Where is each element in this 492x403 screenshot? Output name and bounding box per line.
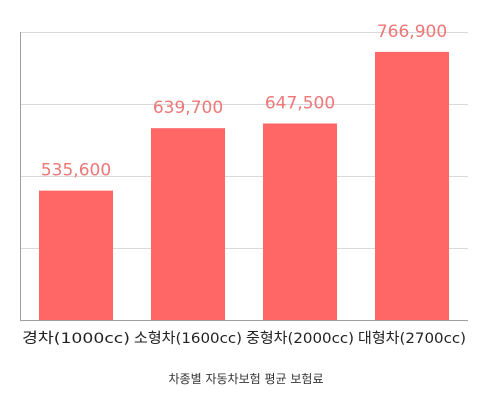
bar-value-label-2: 639,700	[153, 98, 223, 118]
chart-caption: 차종별 자동차보험 평균 보험료	[169, 372, 324, 386]
bar-2	[151, 128, 225, 320]
bar-value-label-1: 535,600	[41, 161, 111, 181]
bar-1	[39, 190, 113, 320]
axes	[20, 32, 468, 321]
bar-3	[263, 123, 337, 320]
x-tick-labels: 경차(1000cc) 소형차(1600cc) 중형차(2000cc) 대형차(2700…	[22, 330, 466, 347]
x-tick-label-4: 대형차(2700cc)	[358, 330, 466, 347]
x-tick-label-3: 중형차(2000cc)	[246, 330, 354, 347]
bar-value-label-3: 647,500	[265, 94, 335, 114]
x-tick-label-1: 경차(1000cc)	[22, 330, 130, 347]
value-labels: 535,600 639,700 647,500 766,900	[41, 22, 447, 181]
bars	[39, 51, 449, 321]
bar-4	[375, 51, 449, 321]
x-tick-label-2: 소형차(1600cc)	[134, 330, 242, 347]
bar-value-label-4: 766,900	[377, 22, 447, 42]
